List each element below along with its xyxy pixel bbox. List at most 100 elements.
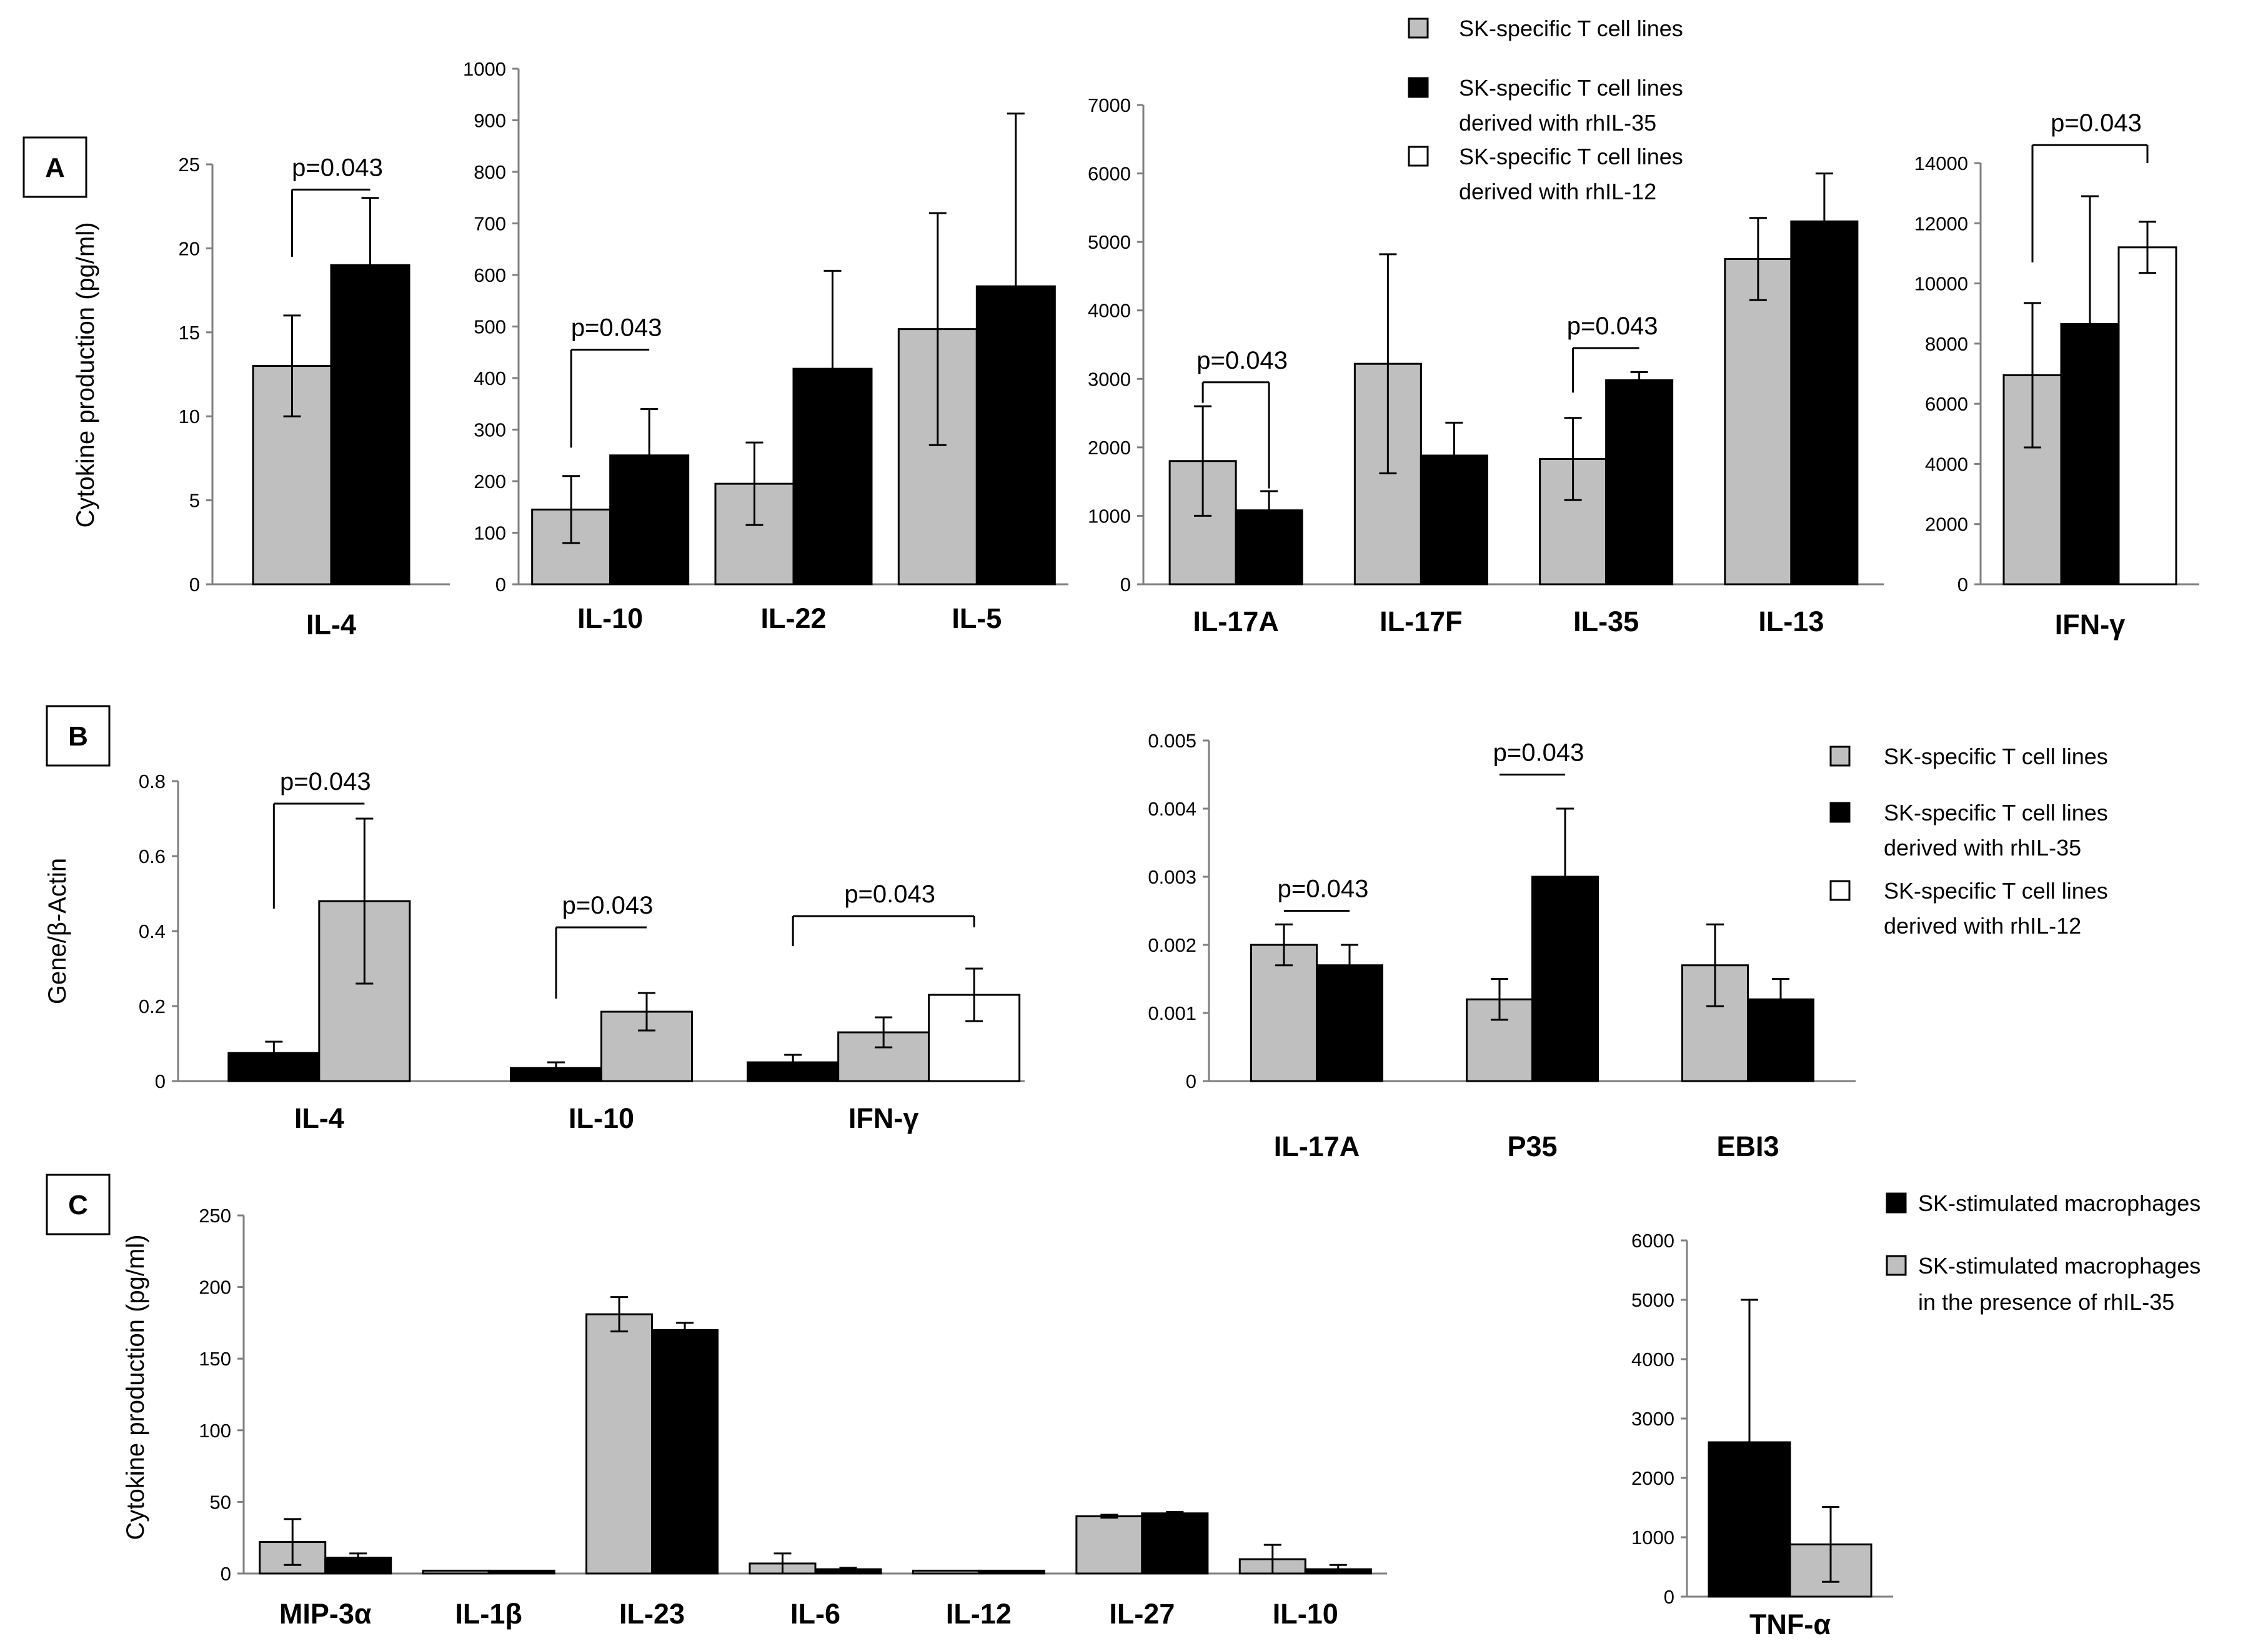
- y-tick-label: 0: [155, 1070, 166, 1092]
- y-tick-label: 700: [474, 213, 506, 235]
- error-bar: [823, 269, 842, 468]
- legend-label: derived with rhIL-12: [1459, 179, 1656, 204]
- y-tick-label: 14000: [1914, 152, 1968, 174]
- p-value-label: p=0.043: [280, 768, 371, 796]
- panel-letter: C: [68, 1190, 88, 1220]
- significance-bracket: p=0.043: [570, 314, 662, 448]
- error-bar: [1822, 1506, 1839, 1583]
- category-label: IL-13: [1758, 606, 1824, 637]
- p-value-label: p=0.043: [1196, 347, 1288, 374]
- chart-C1: 0 50 100 150 200 250 Cytokine production (pg/m…: [122, 1205, 1387, 1630]
- chart-A3: 0 1000 2000 3000 4000 5000 6000 7000 IL-17A IL-17…: [1088, 94, 1884, 637]
- bar-ifn--s2: [2117, 246, 2177, 586]
- p-value-label: p=0.043: [1278, 875, 1369, 903]
- bar-il-1--s1: [487, 1569, 555, 1575]
- significance-bracket: p=0.043: [792, 880, 975, 946]
- y-tick-label: 0: [495, 574, 506, 596]
- y-tick-label: 4000: [1925, 453, 1968, 475]
- error-bar: [2081, 195, 2099, 453]
- panel-label-box: [46, 705, 111, 767]
- significance-bracket: p=0.043: [555, 892, 653, 999]
- category-label: IFN-γ: [848, 1102, 919, 1134]
- error-bar: [1341, 944, 1358, 987]
- y-tick-label: 12000: [1914, 212, 1968, 234]
- y-tick-label: 0: [1186, 1070, 1196, 1092]
- significance-bracket: p=0.043: [2031, 109, 2149, 262]
- legend-label: derived with rhIL-35: [1459, 110, 1656, 136]
- y-tick-label: 0: [189, 574, 200, 596]
- panel-label-a: A: [22, 136, 87, 198]
- significance-bracket: p=0.043: [1278, 875, 1369, 912]
- legend-swatch-black: [1408, 77, 1429, 98]
- y-tick-label: 10000: [1914, 273, 1968, 295]
- y-tick-label: 1000: [1631, 1527, 1674, 1549]
- legend-item: SK-specific T cell lines derived with rhI…: [1408, 75, 1683, 136]
- y-tick-label: 2000: [1631, 1467, 1674, 1489]
- error-bar: [1260, 490, 1278, 531]
- y-tick-label: 0.6: [139, 845, 166, 867]
- error-bar: [640, 408, 659, 503]
- y-tick-label: 1000: [1088, 505, 1131, 527]
- category-label: IL-27: [1109, 1598, 1175, 1630]
- category-label: IL-12: [946, 1598, 1012, 1630]
- p-value-label: p=0.043: [1567, 312, 1658, 340]
- legend-swatch-gray: [1408, 17, 1429, 39]
- p-value-label: p=0.043: [2051, 109, 2142, 137]
- y-tick-label: 2000: [1088, 437, 1131, 459]
- error-bar: [2139, 221, 2156, 274]
- y-tick-label: 1000: [463, 58, 506, 80]
- error-bar: [284, 1518, 302, 1566]
- error-bar: [928, 212, 947, 446]
- y-tick-label: 5: [189, 490, 200, 512]
- y-tick-label: 200: [474, 471, 506, 492]
- y-tick-label: 0.8: [139, 771, 166, 792]
- error-bar: [1772, 978, 1789, 1021]
- p-value-label: p=0.043: [1493, 739, 1584, 767]
- y-tick-label: 6000: [1925, 393, 1968, 415]
- y-tick-label: 300: [474, 419, 506, 441]
- y-tick-label: 3000: [1088, 368, 1131, 390]
- y-tick-label: 900: [474, 110, 506, 132]
- error-bar: [1749, 217, 1767, 301]
- error-bar: [1275, 923, 1293, 967]
- legend-label: in the presence of rhIL-35: [1918, 1289, 2174, 1315]
- legend-item: SK-specific T cell lines derived with rhI…: [1829, 800, 2108, 860]
- y-tick-label: 4000: [1088, 300, 1131, 322]
- panel-label-b: B: [46, 705, 111, 767]
- y-tick-label: 0.005: [1148, 730, 1196, 752]
- y-tick-label: 0.4: [139, 920, 166, 942]
- y-tick-label: 25: [179, 154, 200, 176]
- category-label: IL-35: [1573, 606, 1639, 637]
- y-tick-label: 2000: [1925, 514, 1968, 536]
- legend-label: SK-specific T cell lines: [1459, 144, 1683, 169]
- y-tick-label: 500: [474, 316, 506, 338]
- bar-il-27-s0: [1075, 1515, 1143, 1575]
- panel-label-box: [46, 1174, 111, 1235]
- y-tick-label: 7000: [1088, 94, 1131, 116]
- bar-il-13-s0: [1724, 258, 1793, 586]
- error-bar: [1706, 923, 1724, 1007]
- error-bar: [839, 1567, 857, 1572]
- error-bar: [547, 1061, 565, 1075]
- category-label: IL-17F: [1380, 606, 1463, 637]
- panel-letter: A: [45, 152, 65, 183]
- category-label: IL-1β: [455, 1598, 522, 1630]
- error-bar: [1007, 112, 1025, 461]
- legend-label: SK-specific T cell lines: [1459, 75, 1683, 101]
- legend-item: SK-specific T cell lines: [1829, 744, 2108, 769]
- chart-A4: 0 2000 4000 6000 8000 10000 12000 14000 IFN-γ p=0…: [1914, 109, 2199, 641]
- y-tick-label: 0: [1957, 574, 1968, 596]
- category-label: IL-10: [577, 602, 643, 634]
- legend-label: SK-stimulated macrophages: [1918, 1190, 2201, 1216]
- legend-b: SK-specific T cell lines SK-specific T ce…: [1829, 744, 2108, 939]
- error-bar: [562, 475, 580, 544]
- error-bar: [1329, 1564, 1347, 1575]
- error-bar: [1445, 421, 1463, 490]
- error-bar: [1194, 405, 1212, 517]
- y-axis-label: Gene/β-Actin: [44, 858, 71, 1004]
- significance-bracket: p=0.043: [291, 154, 383, 257]
- y-tick-label: 0.002: [1148, 934, 1196, 956]
- significance-bracket: p=0.043: [1493, 739, 1584, 776]
